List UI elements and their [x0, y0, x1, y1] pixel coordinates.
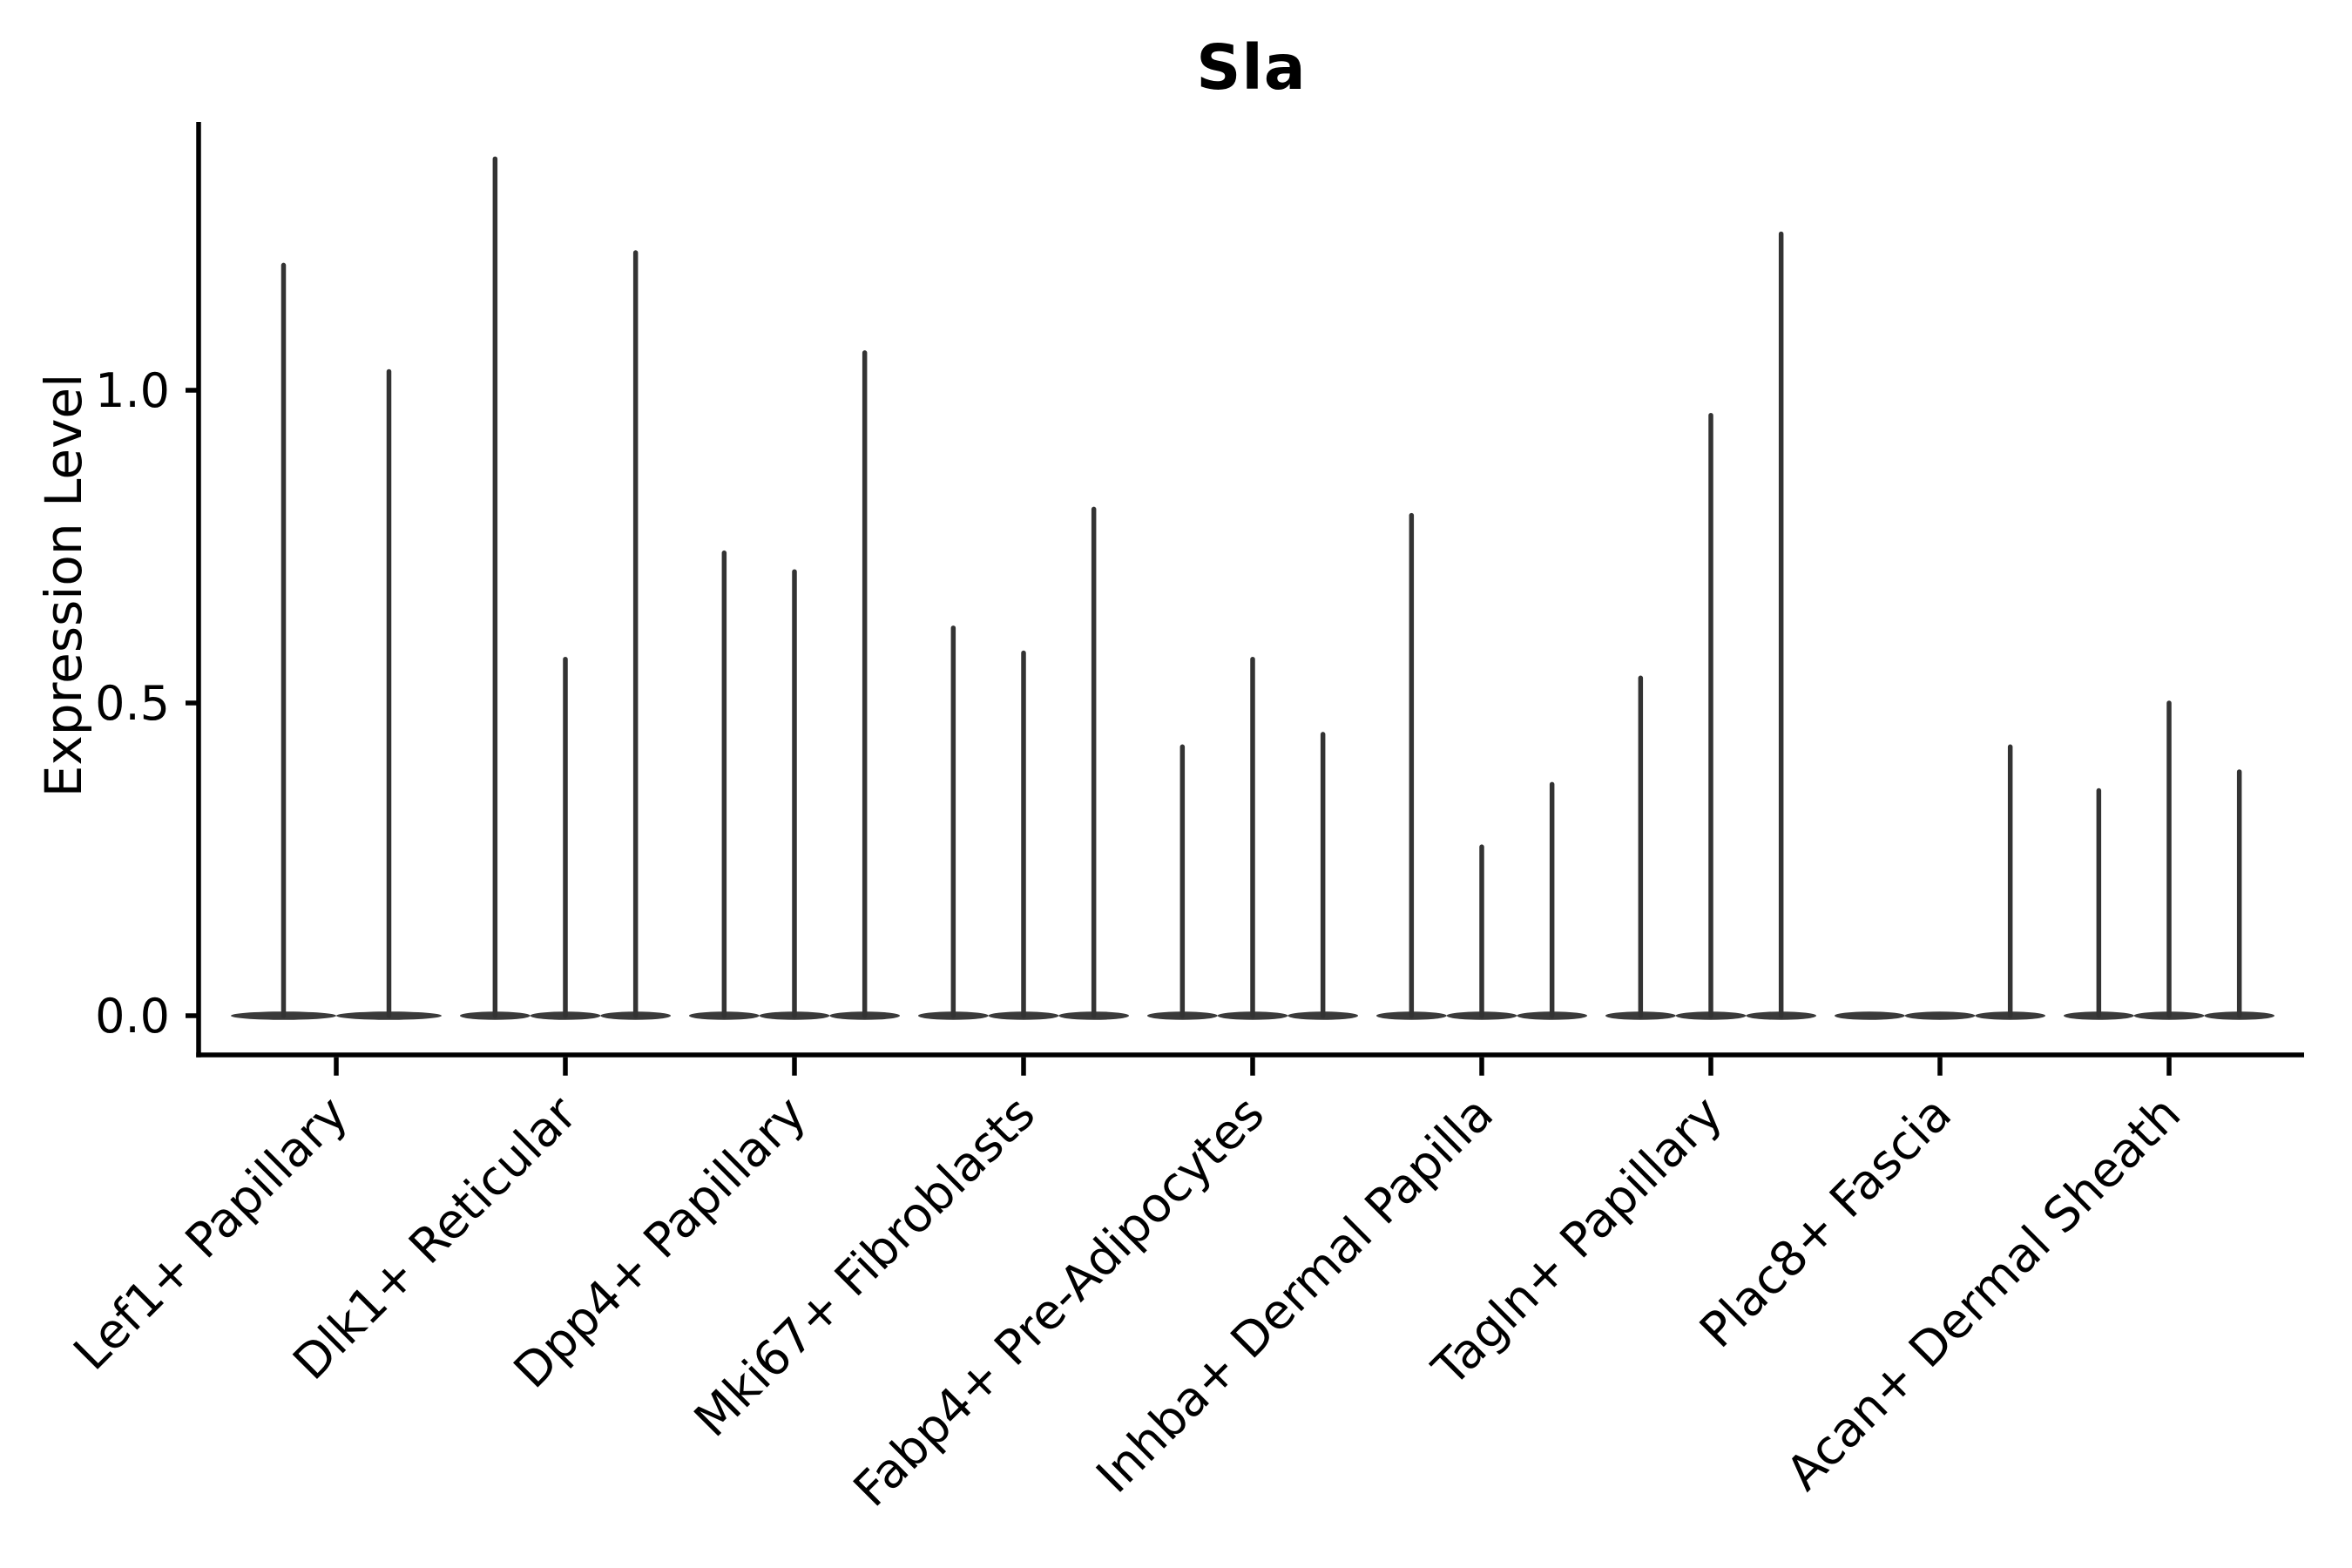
violin-base — [1904, 1011, 1976, 1020]
y-tick-label: 0.0 — [95, 989, 170, 1044]
chart-title: Sla — [1196, 31, 1307, 104]
x-tick-label: Acan+ Dermal Sheath — [1775, 1085, 2191, 1501]
y-tick-label: 1.0 — [95, 363, 170, 418]
x-tick-label: Inhba+ Dermal Papilla — [1085, 1085, 1504, 1504]
y-tick-label: 0.5 — [95, 676, 170, 731]
x-tick-label: Fabp4+ Pre-Adipocytes — [842, 1085, 1274, 1517]
violin-base — [1835, 1011, 1905, 1020]
y-axis-label: Expression Level — [34, 373, 93, 798]
